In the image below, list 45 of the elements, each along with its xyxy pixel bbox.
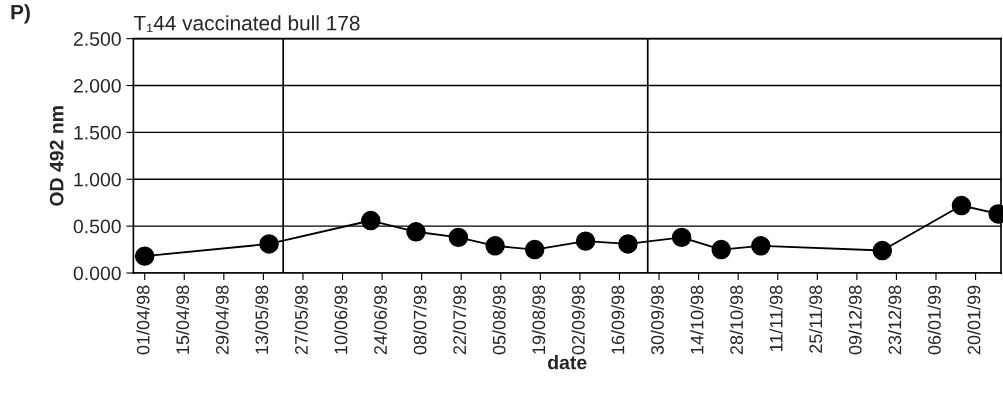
point [524, 239, 545, 260]
x-tick-label: 09/12/98 [848, 285, 862, 355]
point [485, 236, 505, 256]
y-tick-label: 0.500 [73, 219, 121, 234]
y-tick-label: 0.000 [73, 266, 121, 281]
y-tick-label: 1.500 [74, 125, 121, 140]
x-tick-label: 20/01/99 [967, 285, 981, 355]
y-tick-label: 1.000 [74, 172, 121, 187]
x-tick-label: 14/10/98 [690, 285, 704, 354]
x-tick-label: 16/09/98 [611, 285, 625, 354]
point [751, 236, 771, 256]
text: P) [11, 4, 30, 24]
x-tick-label: 02/09/98 [571, 285, 585, 355]
x-tick-label: 06/01/99 [927, 285, 941, 355]
y-tick-label: 2.500 [73, 32, 121, 46]
x-tick-label: 05/08/98 [492, 285, 506, 355]
point [575, 231, 596, 251]
point [361, 210, 381, 231]
y-tick-label: 2.000 [73, 78, 121, 93]
point [406, 222, 426, 242]
x-tick-label: 29/04/98 [215, 285, 229, 355]
point [711, 239, 731, 260]
x-tick-label: 13/05/98 [254, 285, 269, 354]
x-tick-label: 01/04/98 [136, 285, 150, 355]
x-tick-label: 23/12/98 [888, 285, 902, 355]
x-tick-label: 25/11/98 [808, 285, 823, 353]
point [259, 234, 279, 254]
x-tick-label: 30/09/98 [650, 285, 664, 355]
chart-title: T₁44 vaccinated bull 178 [133, 15, 360, 33]
x-tick-label: 24/06/98 [373, 285, 387, 355]
point [872, 240, 893, 261]
x-tick-label: 22/07/98 [452, 285, 467, 355]
x-tick-label: 10/06/98 [334, 285, 348, 354]
x-axis-title: date [548, 355, 587, 370]
point [618, 234, 638, 254]
x-tick-label: 08/07/98 [413, 285, 427, 355]
point [951, 195, 972, 216]
y-axis-title: OD 492 nm [49, 106, 64, 206]
x-tick-label: 19/08/98 [531, 285, 546, 354]
x-tick-label: 28/10/98 [729, 285, 744, 355]
x-tick-label: 11/11/98 [769, 285, 783, 352]
point [671, 227, 692, 248]
x-tick-label: 15/04/98 [175, 285, 190, 354]
x-tick-label: 27/05/98 [294, 285, 308, 355]
point [134, 246, 155, 266]
